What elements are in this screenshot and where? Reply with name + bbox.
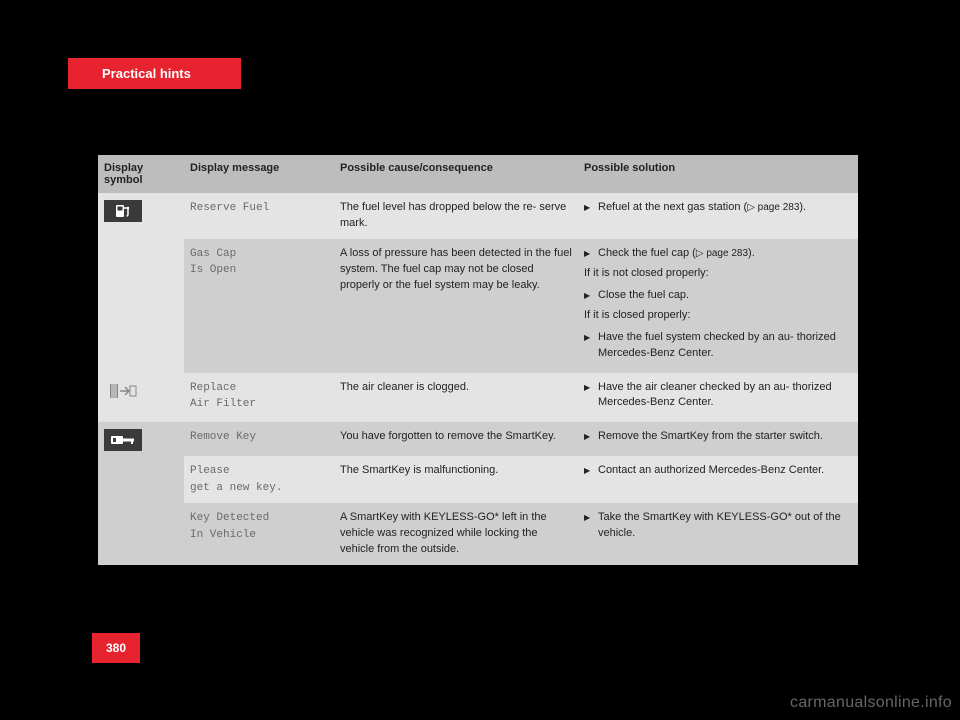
table-row: Gas Cap Is Open [184, 239, 334, 373]
table-row: The SmartKey is malfunctioning. [334, 456, 578, 503]
table-row: You have forgotten to remove the SmartKe… [334, 422, 578, 456]
table-row: The air cleaner is clogged. [334, 373, 578, 423]
symbol-cell-filter [98, 373, 184, 423]
fuel-pump-icon [104, 200, 142, 222]
section-tab: Practical hints [68, 58, 241, 89]
table-row: A SmartKey with KEYLESS-GO* left in the … [334, 503, 578, 565]
table-row: Remove Key [184, 422, 334, 456]
table-row: The fuel level has dropped below the re-… [334, 193, 578, 239]
table-row: A loss of pressure has been detected in … [334, 239, 578, 373]
page-number: 380 [92, 633, 140, 663]
col-solution-header: Possible solution [578, 155, 858, 193]
col-message-header: Display message [184, 155, 334, 193]
air-filter-icon [104, 380, 142, 402]
table-row: Key Detected In Vehicle [184, 503, 334, 565]
table-row: Please get a new key. [184, 456, 334, 503]
table-row: Remove the SmartKey from the starter swi… [578, 422, 858, 456]
table-row: Check the fuel cap (▷ page 283). If it i… [578, 239, 858, 373]
symbol-cell-fuel [98, 193, 184, 373]
table-row: Take the SmartKey with KEYLESS-GO* out o… [578, 503, 858, 565]
col-cause-header: Possible cause/consequence [334, 155, 578, 193]
diagnostic-table: Display symbol Display message Possible … [98, 155, 858, 565]
table-row: Have the air cleaner checked by an au- t… [578, 373, 858, 423]
watermark: carmanualsonline.info [790, 694, 952, 712]
symbol-cell-key [98, 422, 184, 565]
table-row: Contact an authorized Mercedes-Benz Cent… [578, 456, 858, 503]
table-row: Replace Air Filter [184, 373, 334, 423]
key-icon [104, 429, 142, 451]
table-row: Reserve Fuel [184, 193, 334, 239]
table-row: Refuel at the next gas station (▷ page 2… [578, 193, 858, 239]
col-symbol-header: Display symbol [98, 155, 184, 193]
